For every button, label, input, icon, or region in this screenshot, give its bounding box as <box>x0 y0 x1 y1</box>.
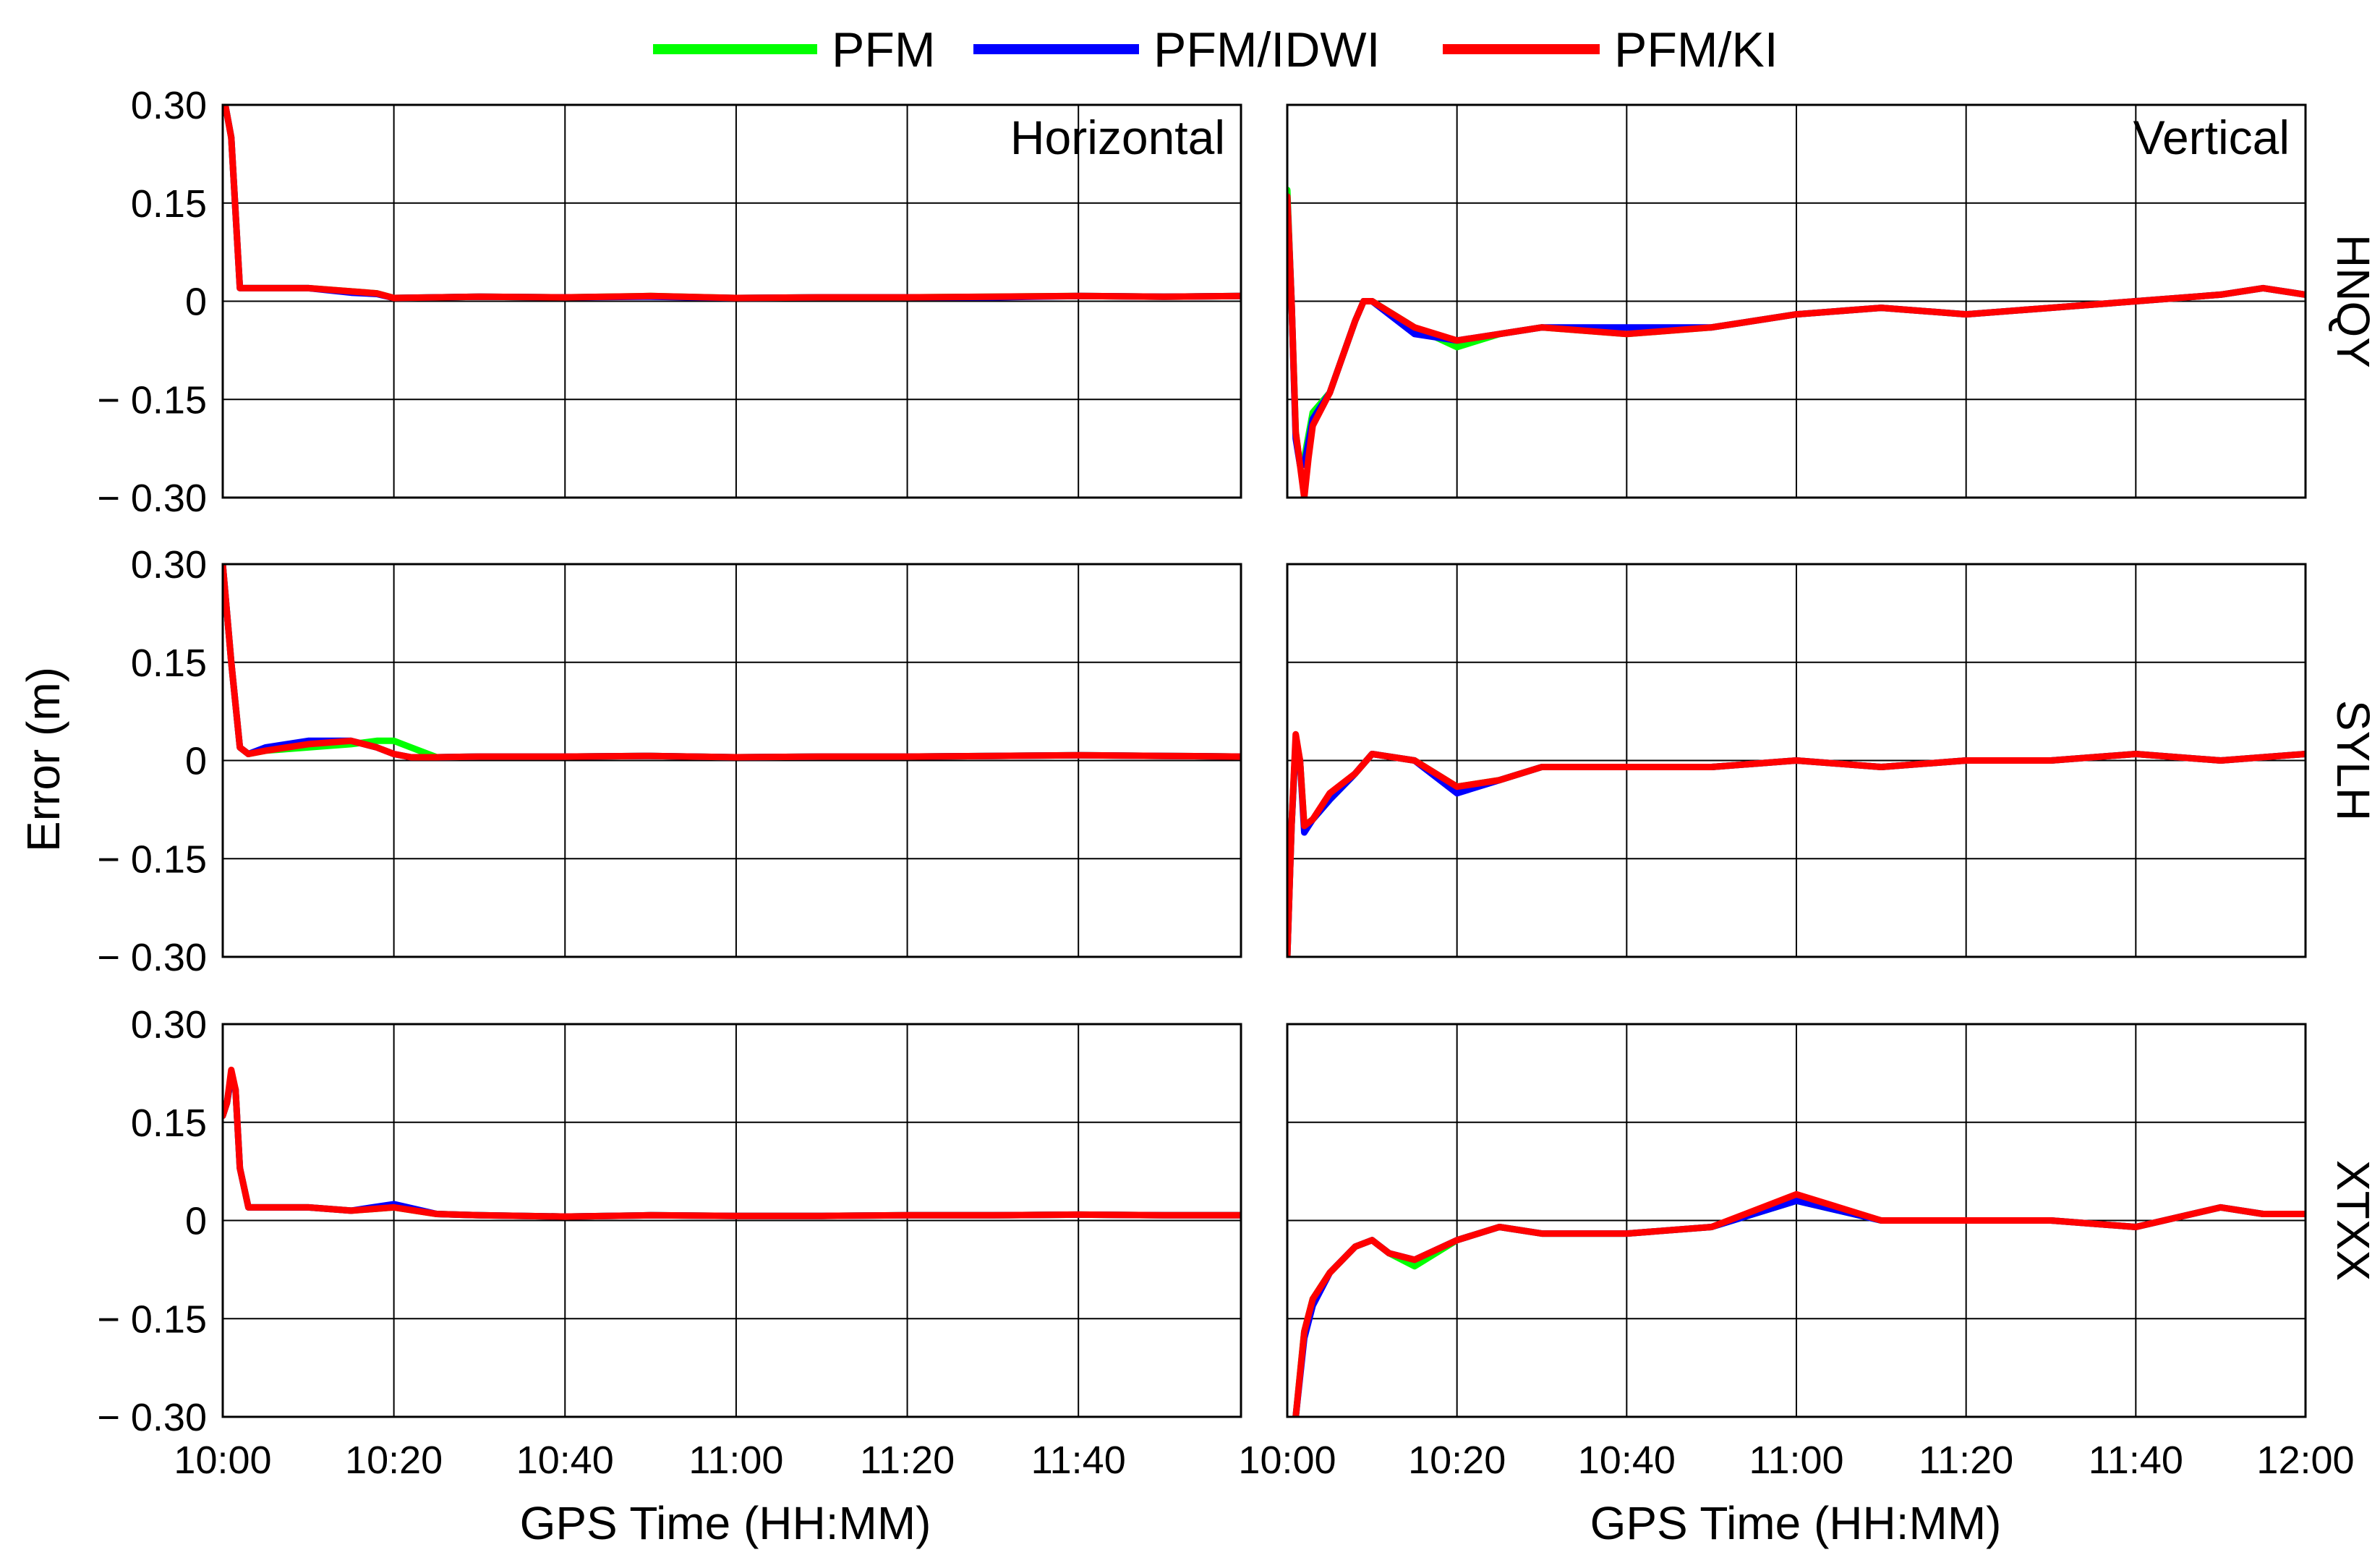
series-line-pfm <box>223 1073 1241 1220</box>
panel-frame <box>1286 1023 2307 1418</box>
panel-xtxx-vertical: 10:00 10:20 10:40 11:00 11:20 11:40 12:00 XTXX <box>1238 1023 2379 1482</box>
legend: PFM PFM/IDWI PFM/KI <box>653 22 1778 77</box>
panel-title-vertical: Vertical <box>2133 111 2290 164</box>
y-tick-label: 0 <box>185 1200 207 1243</box>
series-line-pfm-ki <box>1292 1190 2306 1417</box>
series-group <box>1287 730 2306 957</box>
y-tick-label: − 0.30 <box>97 1396 207 1439</box>
y-tick-label: 0.30 <box>131 543 207 587</box>
panel-grid: 0.30 0.15 0 − 0.15 − 0.30 Horizontal Vertical H… <box>97 84 2379 1482</box>
panel-sylh-horizontal: 0.30 0.15 0 − 0.15 − 0.30 <box>97 543 1242 979</box>
series-group <box>223 564 1241 761</box>
y-tick-label: 0.30 <box>131 84 207 127</box>
series-line-pfm-idwi <box>1292 1197 2306 1417</box>
y-tick-label: 0.15 <box>131 1102 207 1145</box>
x-tick-label: 11:00 <box>1749 1439 1843 1482</box>
y-tick-label: − 0.30 <box>97 477 207 520</box>
series-line-pfm-ki <box>223 1066 1241 1220</box>
legend-label-pfm-ki: PFM/KI <box>1614 22 1778 77</box>
x-tick-label: 11:20 <box>1919 1439 2013 1482</box>
panel-sylh-vertical: SYLH <box>1286 563 2379 958</box>
panel-frame <box>221 103 1242 499</box>
x-tick-label: 11:00 <box>688 1439 783 1482</box>
x-tick-label: 10:40 <box>516 1439 614 1482</box>
panel-frame <box>221 563 1242 958</box>
legend-label-pfm-idwi: PFM/IDWI <box>1153 22 1381 77</box>
x-axis-title-right: GPS Time (HH:MM) <box>1590 1497 2002 1549</box>
series-group <box>1287 187 2306 498</box>
station-label-sylh: SYLH <box>2327 700 2379 821</box>
panel-frame <box>1286 563 2307 958</box>
series-line-pfm-idwi <box>223 1073 1241 1220</box>
y-tick-label: 0.15 <box>131 182 207 226</box>
panel-hnqy-horizontal: 0.30 0.15 0 − 0.15 − 0.30 Horizontal <box>97 84 1242 520</box>
x-tick-label: 12:00 <box>2256 1439 2354 1482</box>
x-tick-label: 11:40 <box>1031 1439 1126 1482</box>
station-label-hnqy: HNQY <box>2327 234 2379 368</box>
x-axis-title-left: GPS Time (HH:MM) <box>520 1497 931 1549</box>
series-line-pfm-ki <box>223 564 1241 761</box>
legend-label-pfm: PFM <box>832 22 936 77</box>
y-tick-label: 0 <box>185 740 207 783</box>
panel-title-horizontal: Horizontal <box>1010 111 1225 164</box>
panel-frame <box>1286 103 2307 499</box>
x-tick-label: 10:00 <box>1238 1439 1336 1482</box>
y-axis-title: Error (m) <box>17 667 69 852</box>
series-line-pfm-idwi <box>223 564 1241 761</box>
y-tick-label: − 0.15 <box>97 1298 207 1341</box>
series-line-pfm <box>223 564 1241 761</box>
series-line-pfm-ki <box>1287 193 2306 498</box>
panel-frame <box>221 1023 1242 1418</box>
series-line-pfm-ki <box>223 105 1241 302</box>
series-line-pfm-ki <box>1287 730 2306 957</box>
x-tick-label: 10:20 <box>1408 1439 1506 1482</box>
x-tick-label: 10:20 <box>345 1439 443 1482</box>
y-tick-label: 0.15 <box>131 642 207 685</box>
y-tick-label: − 0.15 <box>97 838 207 881</box>
series-group <box>223 105 1241 302</box>
x-tick-label: 10:00 <box>174 1439 271 1482</box>
x-tick-label: 10:40 <box>1578 1439 1676 1482</box>
x-tick-label: 11:40 <box>2089 1439 2183 1482</box>
y-tick-label: 0 <box>185 281 207 324</box>
station-label-xtxx: XTXX <box>2327 1160 2379 1281</box>
y-tick-label: − 0.30 <box>97 936 207 979</box>
x-tick-label: 11:20 <box>860 1439 955 1482</box>
y-tick-label: 0.30 <box>131 1003 207 1047</box>
y-tick-label: − 0.15 <box>97 378 207 422</box>
series-line-pfm <box>1292 1197 2306 1417</box>
series-group <box>223 1066 1241 1220</box>
series-group <box>1292 1190 2306 1417</box>
panel-hnqy-vertical: Vertical HNQY <box>1286 103 2379 499</box>
